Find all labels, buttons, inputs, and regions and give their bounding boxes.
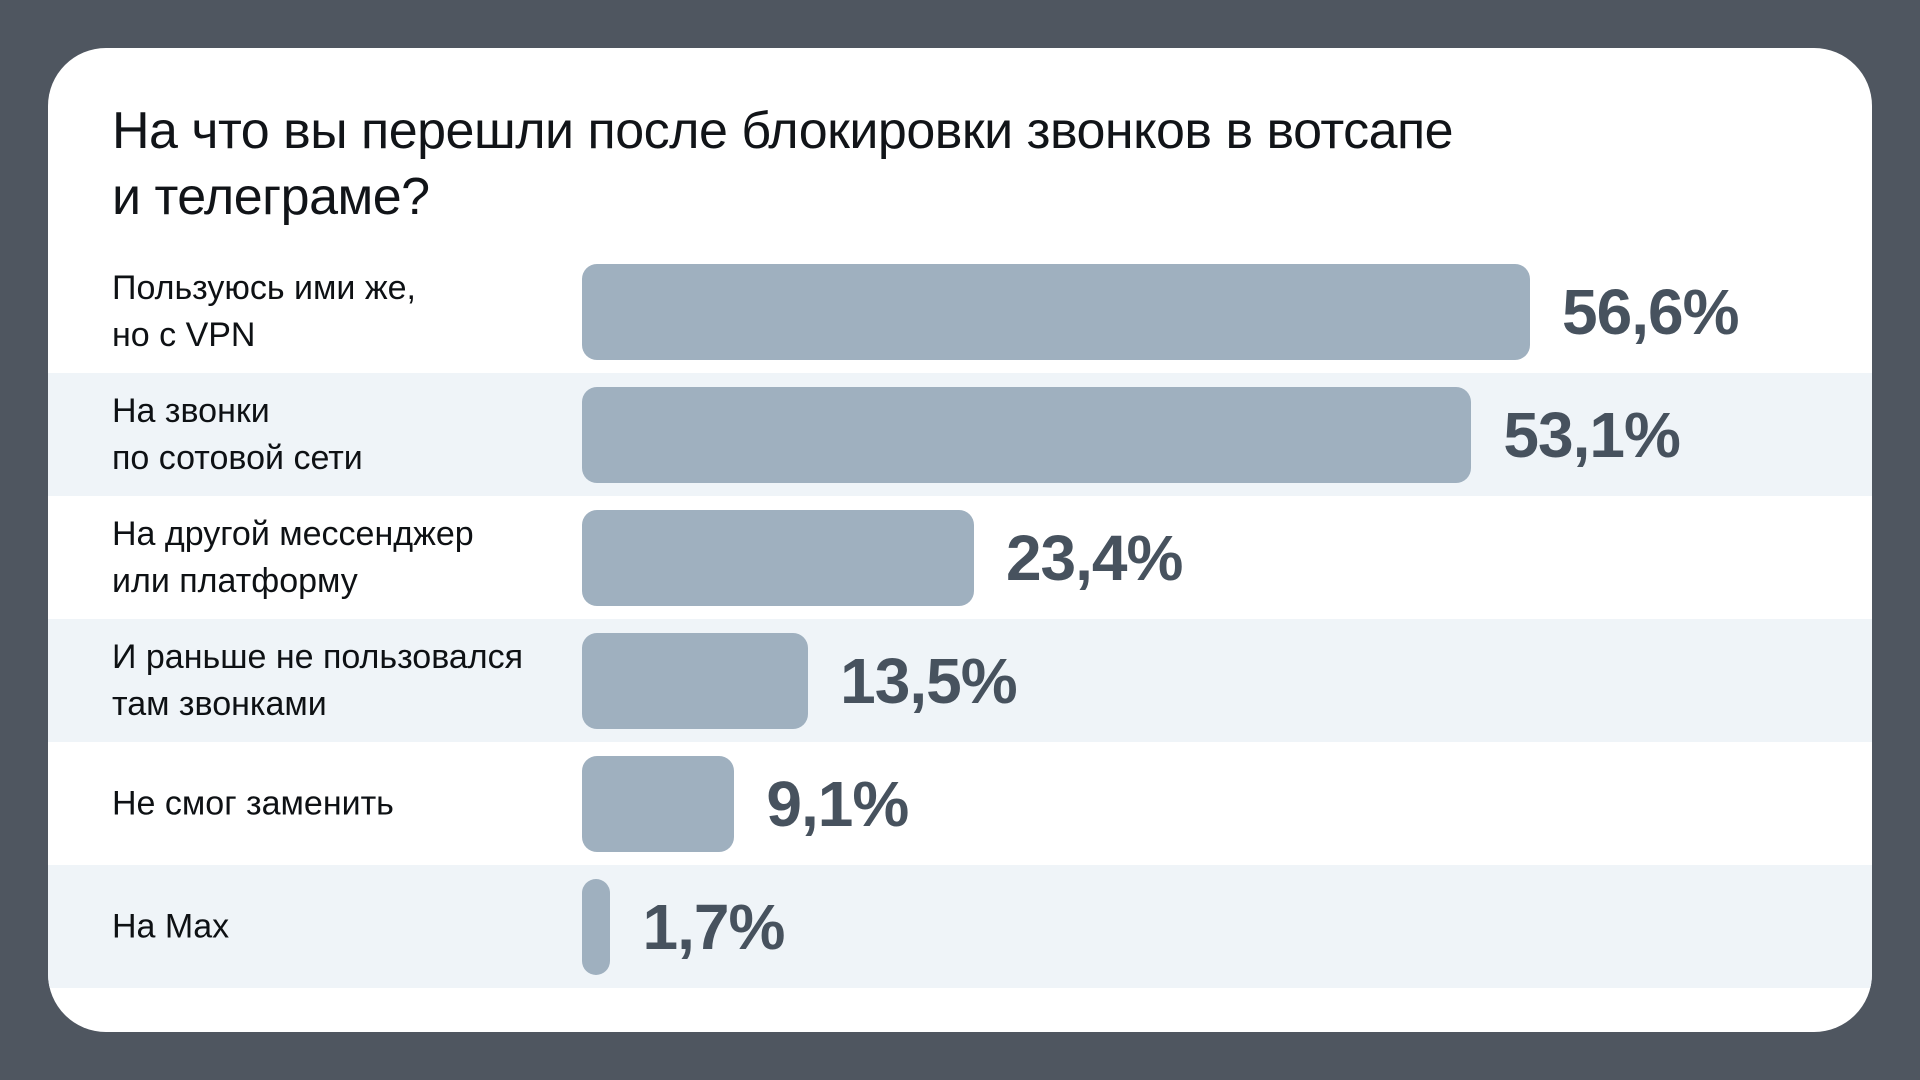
bar-track: 9,1%: [582, 742, 1852, 865]
category-label-line: там звонками: [112, 684, 327, 723]
category-label-line: На звонки: [112, 391, 270, 430]
bar: [582, 878, 611, 975]
category-label-line: На Max: [112, 907, 230, 945]
bar-track: 1,7%: [582, 865, 1852, 988]
category-label-line: или платформу: [112, 561, 358, 600]
category-label-line: но с VPN: [112, 315, 256, 354]
bar: [582, 386, 1472, 483]
category-label: На Max: [112, 903, 562, 950]
bar-track: 53,1%: [582, 373, 1852, 496]
category-label: Не смог заменить: [112, 780, 562, 827]
bar-track: 56,6%: [582, 250, 1852, 373]
category-label: На звонки по сотовой сети: [112, 388, 562, 482]
bar: [582, 632, 809, 729]
value-label: 1,7%: [642, 890, 785, 963]
category-label-line: Пользуюсь ими же,: [112, 268, 416, 307]
value-label: 9,1%: [766, 767, 909, 840]
category-label-line: Не смог заменить: [112, 784, 394, 822]
chart-card: На что вы перешли после блокировки звонк…: [48, 48, 1872, 1032]
bar-track: 13,5%: [582, 619, 1852, 742]
bar-track: 23,4%: [582, 496, 1852, 619]
category-label: Пользуюсь ими же, но с VPN: [112, 265, 562, 359]
value-label: 23,4%: [1005, 521, 1183, 594]
bar-chart: Пользуюсь ими же, но с VPN 56,6% На звонк…: [48, 250, 1872, 988]
category-label-line: по сотовой сети: [112, 438, 363, 477]
bar: [582, 755, 735, 852]
bar: [582, 509, 974, 606]
value-label: 53,1%: [1503, 398, 1680, 471]
chart-row: И раньше не пользовался там звонками 13,5…: [48, 619, 1872, 742]
category-label: На другой мессенджер или платформу: [112, 511, 562, 605]
chart-row: На Max 1,7%: [48, 865, 1872, 988]
chart-row: Не смог заменить 9,1%: [48, 742, 1872, 865]
chart-title-line-1: На что вы перешли после блокировки звонк…: [112, 102, 1454, 160]
value-label: 56,6%: [1562, 275, 1739, 348]
category-label: И раньше не пользовался там звонками: [112, 634, 562, 728]
chart-row: На другой мессенджер или платформу 23,4%: [48, 496, 1872, 619]
chart-row: На звонки по сотовой сети 53,1%: [48, 373, 1872, 496]
category-label-line: И раньше не пользовался: [112, 637, 524, 676]
chart-title: На что вы перешли после блокировки звонк…: [112, 98, 1454, 230]
value-label: 13,5%: [840, 644, 1017, 717]
chart-title-line-2: и телеграме?: [112, 168, 430, 226]
bar: [582, 263, 1531, 360]
category-label-line: На другой мессенджер: [112, 514, 474, 553]
chart-row: Пользуюсь ими же, но с VPN 56,6%: [48, 250, 1872, 373]
